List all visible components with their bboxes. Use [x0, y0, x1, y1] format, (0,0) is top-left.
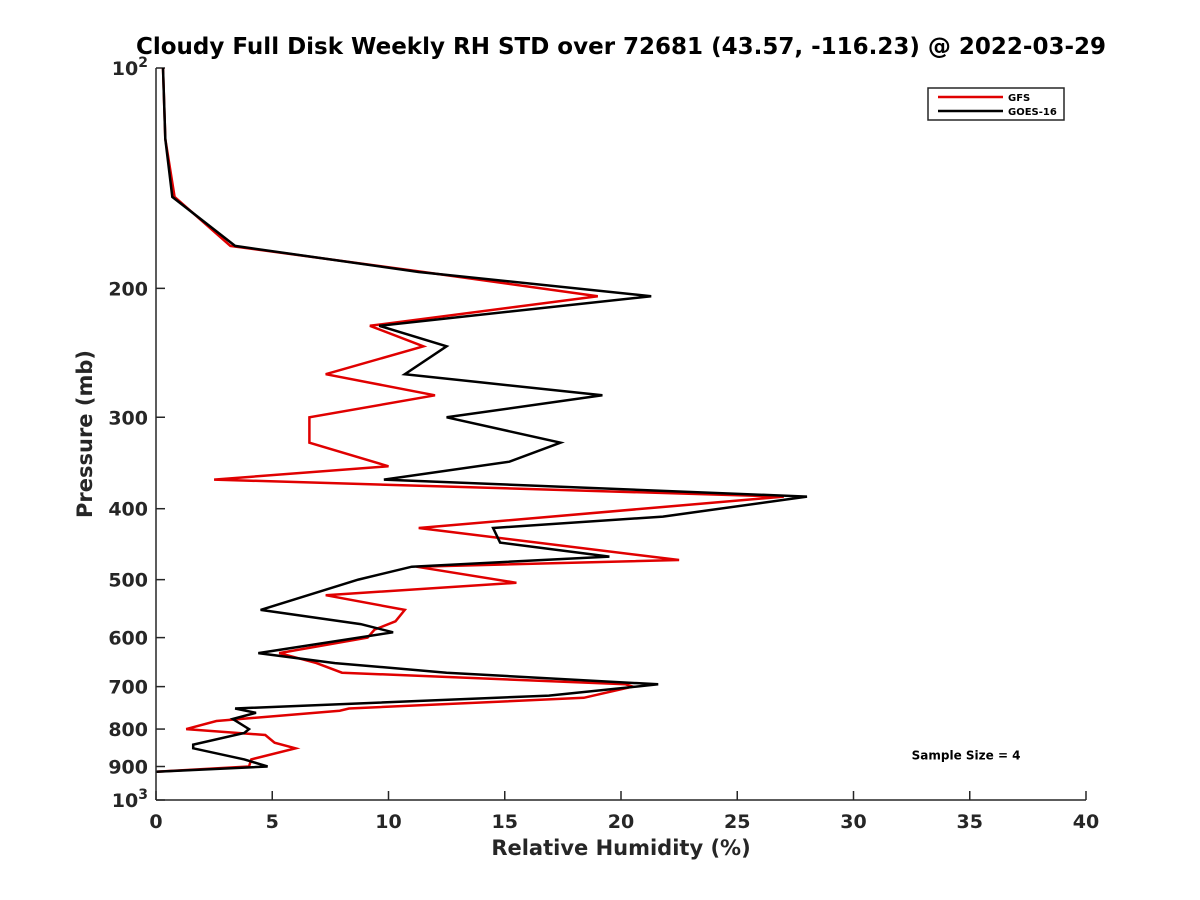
- x-tick-label: 30: [840, 811, 866, 833]
- x-axis-label: Relative Humidity (%): [491, 836, 750, 860]
- y-tick-label: 700: [108, 677, 148, 699]
- y-tick-label: 900: [108, 757, 148, 779]
- y-tick-exponent: 2: [138, 55, 148, 71]
- series-line-goes16: [155, 67, 808, 774]
- x-tick-label: 40: [1073, 811, 1099, 833]
- y-tick-label: 500: [108, 570, 148, 592]
- legend-label-gfs: GFS: [1008, 93, 1030, 104]
- y-tick-label: 800: [108, 719, 148, 741]
- x-tick-label: 25: [724, 811, 750, 833]
- y-tick-label: 102: [112, 55, 148, 80]
- x-tick-label: 35: [957, 811, 983, 833]
- y-axis-label: Pressure (mb): [73, 350, 97, 518]
- x-axis-ticks: 0 5 10 15 20 25 30 35 40: [149, 791, 1099, 833]
- x-tick-label: 15: [492, 811, 518, 833]
- y-tick-label: 200: [108, 278, 148, 300]
- x-tick-label: 10: [375, 811, 401, 833]
- x-tick-label: 5: [266, 811, 279, 833]
- y-tick-label: 600: [108, 628, 148, 650]
- y-tick-label: 400: [108, 499, 148, 521]
- y-tick-base: 10: [112, 790, 138, 812]
- y-tick-base: 10: [112, 58, 138, 80]
- y-tick-label: 103: [112, 787, 148, 812]
- x-tick-label: 20: [608, 811, 634, 833]
- series-line-gfs: [155, 67, 784, 774]
- sample-size-annotation: Sample Size = 4: [912, 748, 1021, 762]
- y-tick-exponent: 3: [138, 787, 148, 803]
- legend-box: [927, 87, 1065, 121]
- chart-title: Cloudy Full Disk Weekly RH STD over 7268…: [136, 34, 1106, 60]
- x-tick-label: 0: [149, 811, 162, 833]
- y-tick-label: 300: [108, 407, 148, 429]
- legend-label-goes16: GOES-16: [1008, 107, 1057, 118]
- series-layer: [155, 67, 808, 774]
- legend: GFS GOES-16: [927, 87, 1065, 121]
